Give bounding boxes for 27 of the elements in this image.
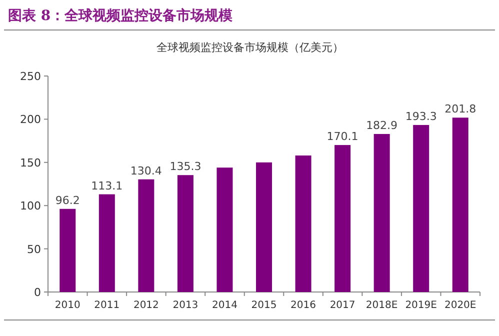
x-tick-label: 2015 [251, 300, 277, 311]
data-label: 130.4 [130, 164, 162, 178]
data-label: 113.1 [91, 179, 123, 192]
y-tick-label: 50 [27, 242, 41, 256]
y-tick-label: 100 [20, 200, 41, 213]
data-label: 135.3 [170, 160, 202, 174]
x-tick-label: 2014 [212, 300, 238, 311]
x-tick-label: 2012 [133, 300, 159, 311]
data-label: 201.8 [444, 102, 476, 116]
x-tick-label: 2013 [172, 300, 198, 311]
chart-title: 图表 8：全球视频监控设备市场规模 [8, 7, 234, 24]
y-tick-label: 250 [20, 70, 41, 83]
chart-subtitle: 全球视频监控设备市场规模（亿美元） [156, 41, 344, 54]
y-tick-label: 200 [20, 113, 41, 126]
x-tick-label: 2018E [366, 300, 398, 311]
data-label: 170.1 [326, 130, 358, 144]
y-tick-label: 150 [20, 156, 41, 170]
x-tick-label: 2016 [290, 300, 316, 311]
x-tick-label: 2010 [54, 300, 80, 311]
x-tick-label: 2011 [94, 300, 120, 311]
data-label: 193.3 [405, 110, 437, 123]
data-label: 96.2 [55, 194, 80, 207]
data-label: 182.9 [366, 118, 398, 132]
x-tick-label: 2019E [405, 300, 437, 311]
x-tick-label: 2017 [330, 300, 356, 311]
y-tick-label: 0 [34, 286, 41, 299]
x-tick-label: 2020E [444, 300, 476, 311]
